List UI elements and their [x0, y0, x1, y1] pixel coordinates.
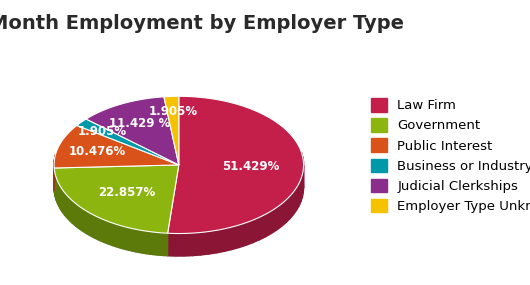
Polygon shape [286, 196, 290, 223]
Polygon shape [164, 233, 167, 256]
Polygon shape [81, 207, 83, 231]
Polygon shape [58, 182, 59, 206]
Polygon shape [107, 221, 110, 245]
Polygon shape [70, 199, 72, 223]
Polygon shape [146, 231, 149, 254]
Polygon shape [76, 204, 78, 228]
Polygon shape [116, 224, 119, 248]
Polygon shape [143, 231, 146, 254]
Polygon shape [296, 184, 299, 210]
Polygon shape [164, 96, 179, 165]
Text: 11.429 %: 11.429 % [109, 117, 171, 130]
Polygon shape [290, 192, 293, 219]
Polygon shape [184, 233, 192, 256]
Text: 22.857%: 22.857% [98, 186, 155, 199]
Polygon shape [122, 226, 126, 249]
Polygon shape [60, 186, 61, 210]
Polygon shape [65, 193, 67, 217]
Polygon shape [78, 205, 81, 229]
Ellipse shape [54, 119, 304, 256]
Polygon shape [55, 174, 56, 198]
Legend: Law Firm, Government, Public Interest, Business or Industry, Judicial Clerkships: Law Firm, Government, Public Interest, B… [367, 94, 530, 217]
Polygon shape [110, 222, 113, 246]
Polygon shape [119, 225, 122, 249]
Polygon shape [68, 197, 70, 221]
Polygon shape [77, 119, 179, 165]
Polygon shape [129, 228, 132, 251]
Polygon shape [281, 200, 286, 226]
Polygon shape [167, 233, 176, 256]
Polygon shape [139, 230, 143, 253]
Polygon shape [302, 152, 303, 179]
Polygon shape [126, 227, 129, 250]
Polygon shape [301, 175, 302, 202]
Polygon shape [239, 223, 246, 247]
Polygon shape [57, 180, 58, 204]
Polygon shape [54, 165, 179, 233]
Polygon shape [63, 190, 64, 214]
Polygon shape [85, 210, 87, 234]
Polygon shape [232, 225, 239, 249]
Polygon shape [192, 233, 200, 256]
Polygon shape [132, 229, 136, 252]
Polygon shape [67, 195, 68, 219]
Polygon shape [136, 229, 139, 253]
Polygon shape [271, 207, 277, 233]
Polygon shape [299, 179, 301, 206]
Title: 10-Month Employment by Employer Type: 10-Month Employment by Employer Type [0, 14, 404, 33]
Polygon shape [101, 218, 104, 242]
Polygon shape [64, 192, 65, 216]
Polygon shape [208, 230, 216, 254]
Polygon shape [54, 125, 179, 168]
Polygon shape [149, 232, 153, 255]
Polygon shape [157, 233, 161, 255]
Polygon shape [98, 217, 101, 241]
Polygon shape [246, 220, 253, 245]
Text: 1.905%: 1.905% [148, 105, 198, 118]
Polygon shape [161, 233, 164, 255]
Polygon shape [302, 170, 303, 197]
Polygon shape [104, 220, 107, 243]
Polygon shape [95, 216, 98, 240]
Polygon shape [86, 97, 179, 165]
Text: 10.476%: 10.476% [69, 145, 126, 158]
Polygon shape [83, 209, 85, 233]
Polygon shape [224, 227, 232, 251]
Polygon shape [90, 213, 93, 237]
Polygon shape [167, 96, 304, 233]
Polygon shape [277, 204, 281, 230]
Polygon shape [259, 214, 266, 240]
Polygon shape [216, 229, 224, 253]
Polygon shape [266, 211, 271, 237]
Polygon shape [176, 233, 184, 256]
Text: 51.429%: 51.429% [223, 160, 280, 173]
Polygon shape [74, 202, 76, 226]
Polygon shape [293, 188, 296, 215]
Polygon shape [59, 184, 60, 208]
Polygon shape [87, 211, 90, 235]
Polygon shape [93, 214, 95, 238]
Polygon shape [113, 223, 116, 247]
Polygon shape [56, 178, 57, 202]
Polygon shape [72, 200, 74, 225]
Polygon shape [253, 217, 259, 243]
Polygon shape [153, 232, 157, 255]
Text: 1.905%: 1.905% [78, 125, 127, 138]
Polygon shape [200, 231, 208, 255]
Polygon shape [61, 188, 63, 212]
